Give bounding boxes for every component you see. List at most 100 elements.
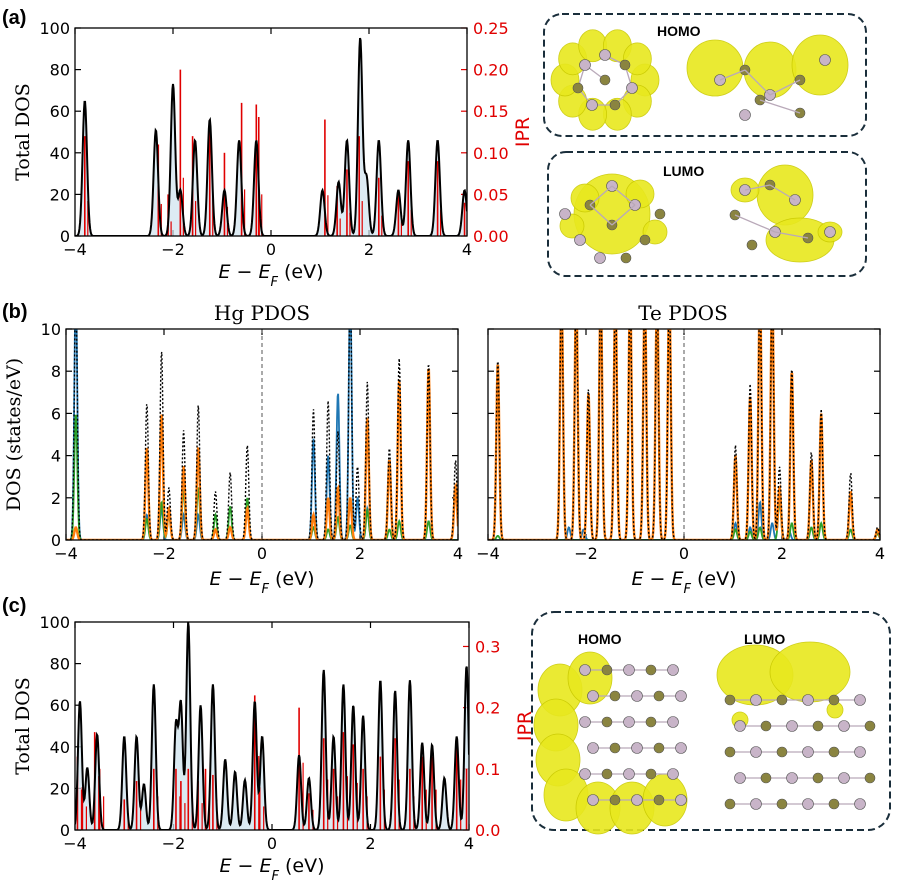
- x-axis-label: E − EF (eV): [631, 568, 736, 597]
- y-tick-label: 40: [50, 738, 70, 757]
- x-axis-label: E − EF (eV): [218, 261, 323, 290]
- plot-a-data: [75, 38, 468, 236]
- mo-box-a-homo: HOMO: [544, 14, 866, 136]
- hg-atom: [580, 769, 591, 780]
- isosurface-lobe: [757, 165, 813, 225]
- y-tick-label: 8: [51, 362, 61, 381]
- te-atom: [777, 799, 787, 809]
- hg-atom: [668, 769, 679, 780]
- isosurface-lobe: [571, 184, 599, 212]
- hg-atom: [624, 717, 635, 728]
- hg-atom: [588, 795, 599, 806]
- x-tick-label: −2: [152, 544, 176, 563]
- y2-tick-label: 0.15: [473, 102, 509, 121]
- isosurface-lobe: [687, 40, 743, 96]
- te-atom: [725, 799, 735, 809]
- hg-atom: [676, 743, 687, 754]
- hg-atom: [575, 235, 586, 246]
- hg-atom: [787, 721, 798, 732]
- x-tick-label: 0: [266, 240, 276, 259]
- te-atom: [725, 695, 735, 705]
- x-tick-label: 4: [462, 240, 472, 259]
- hg-atom: [751, 747, 762, 758]
- hg-atom: [855, 799, 866, 810]
- lumo-label-a: LUMO: [663, 163, 704, 179]
- te-atom: [777, 695, 787, 705]
- te-atom: [761, 721, 771, 731]
- y-tick-label: 80: [50, 655, 70, 674]
- te-pdos-title: Te PDOS: [638, 301, 728, 325]
- hg-atom: [740, 110, 751, 121]
- hg-atom: [580, 665, 591, 676]
- te-atom: [646, 769, 656, 779]
- x-tick-label: −2: [574, 544, 598, 563]
- isosurface-lobe: [770, 642, 850, 702]
- isosurface-lobe: [623, 43, 651, 75]
- plot-b-hg-pdos: −4 −2 0 2 40246810DOS (states/eV)E − EF (eV): [3, 308, 463, 597]
- hg-atom: [580, 60, 591, 71]
- y-tick-label: 80: [50, 61, 70, 80]
- y-tick-label: 0: [60, 227, 70, 246]
- mo-box-c: HOMO LUMO: [532, 612, 890, 834]
- hg-atom: [560, 209, 571, 220]
- te-atom: [621, 253, 631, 263]
- te-atom: [610, 743, 620, 753]
- y2-tick-label: 0.20: [473, 61, 509, 80]
- te-atom: [602, 769, 612, 779]
- homo-label-c: HOMO: [578, 631, 622, 647]
- hg-atom: [803, 799, 814, 810]
- hg-atom: [627, 83, 638, 94]
- hg-atom: [580, 717, 591, 728]
- te-atom: [654, 743, 664, 753]
- te-atom: [573, 83, 583, 93]
- hg-atom: [787, 773, 798, 784]
- hg-atom: [839, 773, 850, 784]
- hg-atom: [632, 795, 643, 806]
- x-axis-label: E − EF (eV): [219, 855, 324, 884]
- x-tick-label: −2: [161, 240, 185, 259]
- isosurface-lobe: [792, 35, 848, 95]
- hg-atom: [839, 721, 850, 732]
- y-tick-label: 100: [39, 613, 70, 632]
- plot-a-total-dos-ipr: −4 −2 0 2 40204060801000.000.050.100.150.200…: [12, 19, 534, 290]
- y2-tick-label: 0.0: [475, 821, 500, 840]
- te-atom: [865, 773, 875, 783]
- y2-tick-label: 0.1: [475, 760, 500, 779]
- hg-atom: [632, 691, 643, 702]
- te-atom: [646, 717, 656, 727]
- te-atom: [602, 665, 612, 675]
- hg-pdos-title: Hg PDOS: [214, 301, 310, 325]
- hg-atom: [668, 665, 679, 676]
- te-atom: [813, 773, 823, 783]
- hg-atom: [803, 695, 814, 706]
- te-atom: [725, 747, 735, 757]
- x-tick-label: 4: [875, 544, 885, 563]
- hg-atom: [588, 743, 599, 754]
- x-tick-label: 2: [365, 834, 375, 853]
- panel-label-c: (c): [2, 595, 26, 617]
- te-atom: [777, 747, 787, 757]
- hg-atom: [820, 55, 831, 66]
- te-atom: [654, 691, 664, 701]
- y-tick-label: 20: [50, 185, 70, 204]
- te-atom: [654, 795, 664, 805]
- y2-axis-label: IPR: [512, 117, 534, 147]
- hg-atom: [751, 695, 762, 706]
- y-tick-label: 60: [50, 102, 70, 121]
- hg-atom: [600, 50, 611, 61]
- y-axis-label: Total DOS: [12, 677, 34, 775]
- y-axis-label: Total DOS: [12, 83, 34, 181]
- y-tick-label: 4: [51, 447, 61, 466]
- y-tick-label: 100: [39, 19, 70, 38]
- hg-atom: [588, 691, 599, 702]
- y-tick-label: 2: [51, 489, 61, 508]
- hg-atom: [855, 695, 866, 706]
- y2-tick-label: 0.05: [473, 185, 509, 204]
- y2-tick-label: 0.25: [473, 19, 509, 38]
- plot-b1-data: [66, 308, 458, 540]
- hg-atom: [668, 717, 679, 728]
- hg-atom: [624, 665, 635, 676]
- te-atom: [747, 240, 757, 250]
- y-tick-label: 40: [50, 144, 70, 163]
- x-tick-label: 2: [777, 544, 787, 563]
